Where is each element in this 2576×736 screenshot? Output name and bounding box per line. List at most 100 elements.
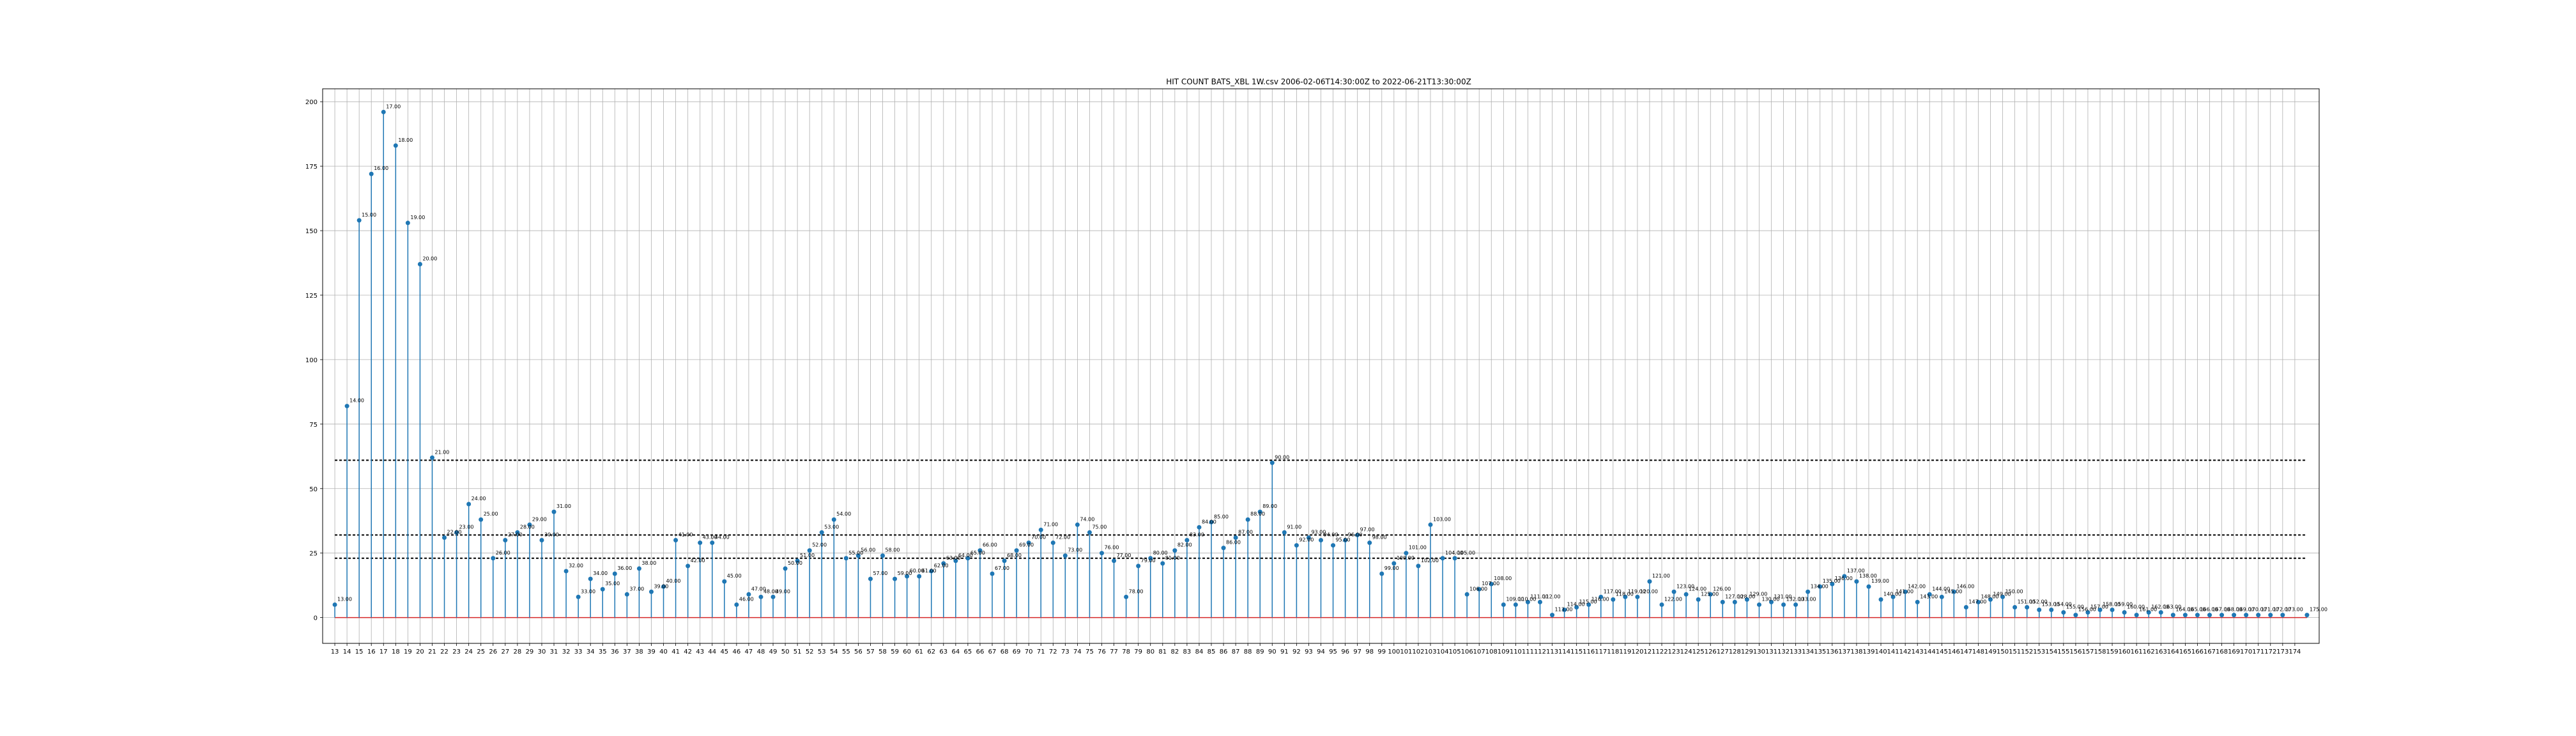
stem-marker	[1598, 594, 1604, 599]
data-label: 150.00	[2005, 588, 2023, 594]
x-tick-label: 50	[781, 648, 790, 656]
x-tick-label: 157	[2082, 648, 2094, 656]
data-label: 124.00	[1689, 586, 1706, 592]
stem-marker	[1975, 599, 1981, 604]
x-tick-label: 53	[818, 648, 826, 656]
data-label: 132.00	[1786, 596, 1804, 602]
x-tick-label: 68	[1000, 648, 1009, 656]
stem-marker	[2073, 613, 2078, 618]
x-tick-label: 166	[2191, 648, 2204, 656]
stem-marker	[1939, 594, 1944, 599]
x-tick-label: 113	[1546, 648, 1558, 656]
data-label: 100.00	[1397, 555, 1414, 561]
x-tick-label: 34	[586, 648, 595, 656]
data-label: 125.00	[1701, 591, 1719, 597]
data-label: 119.00	[1628, 588, 1646, 594]
stem-marker	[1148, 556, 1153, 561]
x-tick-label: 80	[1146, 648, 1154, 656]
stem-marker	[893, 576, 898, 581]
data-label: 102.00	[1421, 558, 1439, 564]
x-tick-label: 30	[538, 648, 546, 656]
stem-marker	[600, 586, 605, 592]
data-label: 164.00	[2175, 607, 2193, 613]
stem-marker	[1611, 597, 1616, 602]
x-tick-label: 49	[769, 648, 778, 656]
x-tick-label: 155	[2057, 648, 2069, 656]
x-tick-label: 39	[647, 648, 656, 656]
stem-marker	[965, 556, 970, 561]
data-label: 159.00	[2115, 602, 2133, 608]
data-label: 20.00	[422, 256, 437, 262]
x-tick-label: 137	[1838, 648, 1850, 656]
data-label: 19.00	[410, 215, 425, 220]
data-label: 50.00	[788, 560, 802, 566]
x-tick-label: 153	[2033, 648, 2045, 656]
data-label: 120.00	[1640, 588, 1658, 594]
data-label: 74.00	[1080, 516, 1094, 522]
x-tick-label: 23	[452, 648, 461, 656]
data-label: 167.00	[2212, 607, 2230, 613]
y-tick-label: 125	[305, 293, 318, 300]
x-tick-label: 163	[2155, 648, 2167, 656]
data-label: 158.00	[2103, 602, 2120, 608]
x-tick-label: 102	[1412, 648, 1424, 656]
x-tick-label: 27	[501, 648, 509, 656]
stem-marker	[1574, 604, 1579, 610]
stem-marker	[1744, 597, 1749, 602]
stem-marker	[1038, 527, 1043, 532]
data-label: 112.00	[1542, 594, 1560, 599]
x-tick-label: 109	[1498, 648, 1510, 656]
x-tick-label: 37	[623, 648, 631, 656]
stem-marker	[1282, 530, 1287, 535]
data-label: 117.00	[1604, 588, 1621, 594]
stem-marker	[905, 574, 910, 579]
x-tick-label: 120	[1631, 648, 1643, 656]
data-label: 55.00	[848, 550, 863, 556]
x-tick-label: 156	[2069, 648, 2082, 656]
x-tick-label: 136	[1826, 648, 1838, 656]
x-tick-label: 110	[1510, 648, 1522, 656]
data-label: 80.00	[1153, 550, 1168, 556]
x-tick-label: 86	[1220, 648, 1228, 656]
stem-marker	[1671, 589, 1676, 594]
x-tick-label: 54	[830, 648, 838, 656]
data-label: 137.00	[1847, 568, 1865, 574]
y-axis: 0 25 50 75 100 125 150 175 200	[305, 99, 323, 622]
stem-marker	[941, 561, 946, 566]
stem-marker	[1379, 571, 1384, 576]
x-tick-label: 47	[745, 648, 753, 656]
x-tick-label: 57	[866, 648, 875, 656]
x-tick-label: 107	[1473, 648, 1485, 656]
data-label: 101.00	[1409, 545, 1427, 551]
data-label: 173.00	[2285, 607, 2303, 613]
data-label: 175.00	[2310, 607, 2327, 613]
data-label: 145.00	[1944, 588, 1962, 594]
data-label: 72.00	[1055, 535, 1070, 540]
stem-marker	[1756, 602, 1761, 607]
data-label: 140.00	[1883, 591, 1901, 597]
x-tick-label: 90	[1268, 648, 1276, 656]
data-label: 169.00	[2237, 607, 2255, 613]
stem-marker	[1635, 594, 1640, 599]
data-label: 37.00	[629, 586, 644, 592]
data-label: 23.00	[459, 524, 474, 530]
x-tick-label: 58	[878, 648, 887, 656]
data-label: 96.00	[1348, 532, 1363, 538]
data-label: 54.00	[836, 511, 851, 517]
stem-marker	[491, 556, 496, 561]
data-label: 36.00	[617, 565, 632, 571]
data-label: 71.00	[1043, 521, 1058, 527]
data-label: 110.00	[1518, 596, 1536, 602]
stem-marker	[454, 530, 459, 535]
x-tick-label: 88	[1244, 648, 1252, 656]
x-tick-label: 59	[891, 648, 899, 656]
data-label: 27.00	[508, 532, 523, 538]
data-label: 66.00	[983, 542, 997, 548]
data-label: 22.00	[447, 529, 462, 535]
stem-marker	[868, 576, 873, 581]
stem-marker	[1550, 613, 1555, 618]
data-label: 90.00	[1275, 454, 1289, 460]
stem-marker	[1659, 602, 1664, 607]
stem-marker	[1878, 597, 1883, 602]
stem-marker	[807, 548, 812, 553]
